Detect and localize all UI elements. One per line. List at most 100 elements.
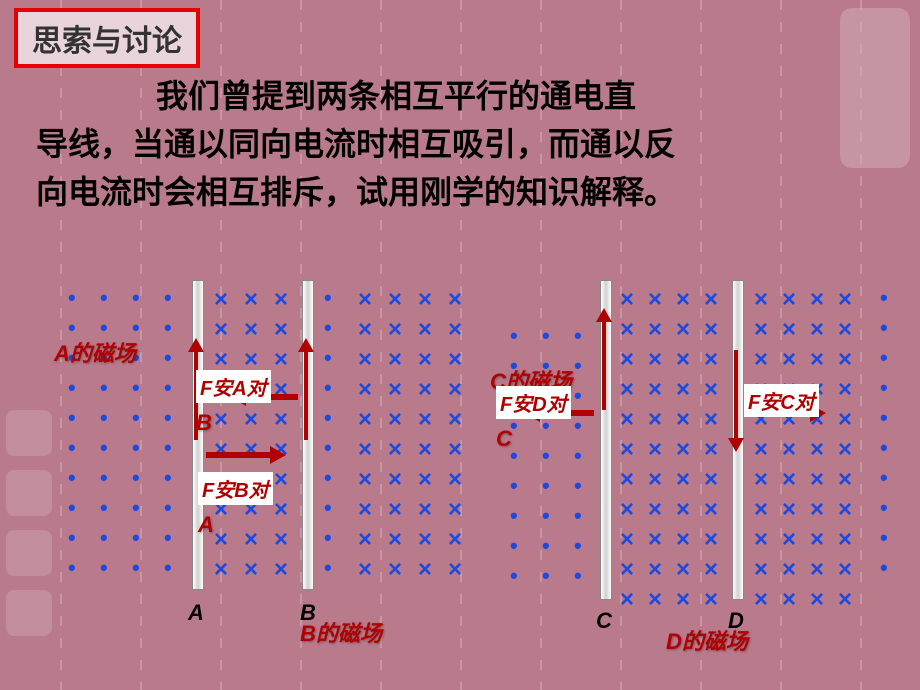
field-dot-icon: • xyxy=(574,352,582,381)
field-cross-icon: × xyxy=(418,524,432,555)
field-dot-icon: • xyxy=(68,434,76,463)
field-dot-icon: • xyxy=(542,322,550,351)
field-cross-icon: × xyxy=(620,314,634,345)
field-cross-icon: × xyxy=(448,284,462,315)
field-cross-icon: × xyxy=(274,404,288,435)
field-cross-icon: × xyxy=(358,314,372,345)
field-cross-icon: × xyxy=(274,494,288,525)
field-cross-icon: × xyxy=(214,404,228,435)
field-dot-icon: • xyxy=(132,434,140,463)
field-dot-icon: • xyxy=(100,434,108,463)
field-cross-icon: × xyxy=(388,434,402,465)
field-dot-icon: • xyxy=(68,464,76,493)
field-cross-icon: × xyxy=(214,434,228,465)
field-cross-icon: × xyxy=(838,464,852,495)
field-dot-icon: • xyxy=(324,404,332,433)
title-box: 思索与讨论 xyxy=(14,8,200,68)
wire-label-A: A xyxy=(188,600,204,626)
field-dot-icon: • xyxy=(510,322,518,351)
field-dot-icon: • xyxy=(100,284,108,313)
field-cross-icon: × xyxy=(388,464,402,495)
body-line-2: 导线，当通以同向电流时相互吸引，而通以反 xyxy=(36,120,896,168)
field-cross-icon: × xyxy=(754,524,768,555)
field-dot-icon: • xyxy=(132,284,140,313)
field-cross-icon: × xyxy=(782,464,796,495)
field-cross-icon: × xyxy=(676,494,690,525)
field-dot-icon: • xyxy=(164,434,172,463)
field-cross-icon: × xyxy=(810,434,824,465)
field-dot-icon: • xyxy=(324,434,332,463)
field-cross-icon: × xyxy=(448,404,462,435)
field-dot-icon: • xyxy=(880,314,888,343)
field-cross-icon: × xyxy=(244,404,258,435)
field-cross-icon: × xyxy=(838,584,852,615)
field-dot-icon: • xyxy=(324,374,332,403)
field-cross-icon: × xyxy=(388,374,402,405)
current-arrow-B xyxy=(304,350,308,440)
field-cross-icon: × xyxy=(620,554,634,585)
field-dot-icon: • xyxy=(510,562,518,591)
field-name-label: B的磁场 xyxy=(300,616,382,648)
field-cross-icon: × xyxy=(358,524,372,555)
field-cross-icon: × xyxy=(358,404,372,435)
field-cross-icon: × xyxy=(810,284,824,315)
field-cross-icon: × xyxy=(358,284,372,315)
field-cross-icon: × xyxy=(810,584,824,615)
field-cross-icon: × xyxy=(388,554,402,585)
field-cross-icon: × xyxy=(448,434,462,465)
field-cross-icon: × xyxy=(754,464,768,495)
field-cross-icon: × xyxy=(810,494,824,525)
field-dot-icon: • xyxy=(880,344,888,373)
field-cross-icon: × xyxy=(274,284,288,315)
field-cross-icon: × xyxy=(676,314,690,345)
field-cross-icon: × xyxy=(244,554,258,585)
field-cross-icon: × xyxy=(214,314,228,345)
field-cross-icon: × xyxy=(648,584,662,615)
field-dot-icon: • xyxy=(100,554,108,583)
field-cross-icon: × xyxy=(676,404,690,435)
field-cross-icon: × xyxy=(358,554,372,585)
field-cross-icon: × xyxy=(418,374,432,405)
field-dot-icon: • xyxy=(880,284,888,313)
field-cross-icon: × xyxy=(620,584,634,615)
field-cross-icon: × xyxy=(418,554,432,585)
field-cross-icon: × xyxy=(838,494,852,525)
field-dot-icon: • xyxy=(132,494,140,523)
field-cross-icon: × xyxy=(782,524,796,555)
field-dot-icon: • xyxy=(324,314,332,343)
field-cross-icon: × xyxy=(620,494,634,525)
force-label: F安D对 xyxy=(496,386,571,419)
field-dot-icon: • xyxy=(164,524,172,553)
field-cross-icon: × xyxy=(274,464,288,495)
field-dot-icon: • xyxy=(100,464,108,493)
field-cross-icon: × xyxy=(704,494,718,525)
physics-diagram: ••••••••••••••••••••••••••••••••••••••••… xyxy=(0,260,920,690)
field-cross-icon: × xyxy=(754,434,768,465)
body-paragraph: 我们曾提到两条相互平行的通电直 导线，当通以同向电流时相互吸引，而通以反 向电流… xyxy=(36,72,896,216)
field-dot-icon: • xyxy=(880,464,888,493)
force-label: F安C对 xyxy=(744,384,819,417)
field-dot-icon: • xyxy=(100,404,108,433)
field-cross-icon: × xyxy=(418,494,432,525)
field-cross-icon: × xyxy=(782,314,796,345)
field-cross-icon: × xyxy=(782,554,796,585)
field-cross-icon: × xyxy=(810,524,824,555)
field-dot-icon: • xyxy=(880,404,888,433)
field-dot-icon: • xyxy=(542,562,550,591)
field-dot-icon: • xyxy=(574,382,582,411)
field-cross-icon: × xyxy=(838,404,852,435)
field-dot-icon: • xyxy=(880,374,888,403)
field-dot-icon: • xyxy=(68,524,76,553)
force-label-sub: B xyxy=(196,410,212,436)
field-dot-icon: • xyxy=(100,374,108,403)
field-cross-icon: × xyxy=(648,284,662,315)
force-label-sub: A xyxy=(198,512,214,538)
field-cross-icon: × xyxy=(448,554,462,585)
field-dot-icon: • xyxy=(880,554,888,583)
field-dot-icon: • xyxy=(164,374,172,403)
field-cross-icon: × xyxy=(838,554,852,585)
field-cross-icon: × xyxy=(214,524,228,555)
field-dot-icon: • xyxy=(164,404,172,433)
field-dot-icon: • xyxy=(510,502,518,531)
field-dot-icon: • xyxy=(542,502,550,531)
